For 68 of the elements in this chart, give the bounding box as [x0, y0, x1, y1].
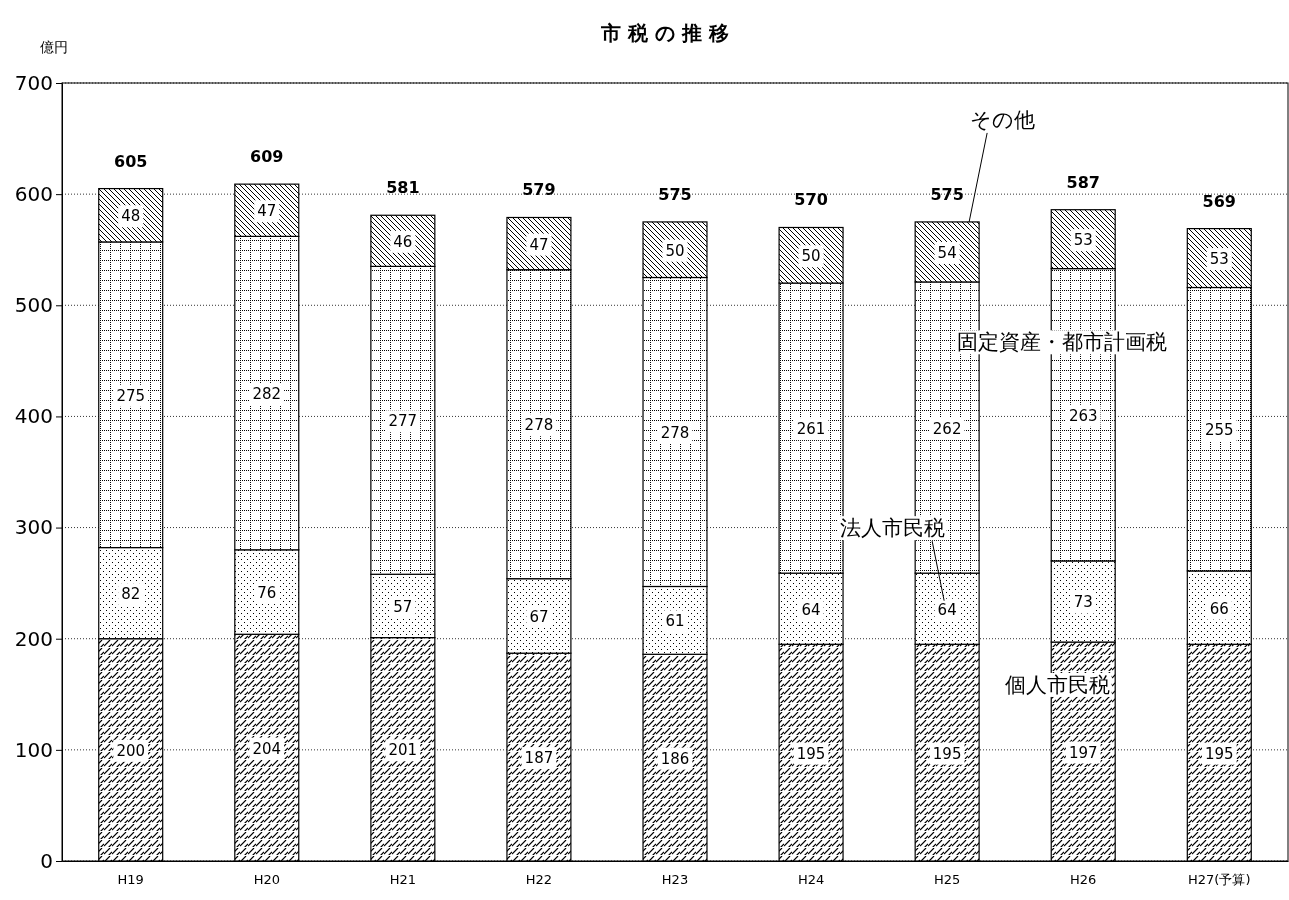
data-label: 76: [257, 584, 277, 603]
total-label: 570: [794, 190, 828, 210]
data-label: 195: [1204, 744, 1234, 763]
data-label: 66: [1209, 599, 1229, 618]
y-tick-label: 300: [14, 515, 53, 540]
x-tick-label: H25: [933, 872, 961, 888]
y-tick-label: 700: [14, 70, 53, 95]
x-tick-label: H23: [661, 872, 689, 888]
x-tick-label: H19: [117, 872, 144, 888]
x-tick-label: H20: [253, 872, 280, 888]
data-label: 278: [660, 423, 690, 442]
data-label: 50: [665, 241, 685, 260]
data-label: 46: [393, 232, 413, 251]
data-label: 53: [1073, 231, 1093, 250]
total-label: 581: [386, 178, 420, 198]
data-label: 73: [1073, 593, 1093, 612]
data-label: 54: [937, 243, 957, 262]
data-label: 50: [801, 247, 821, 266]
data-label: 186: [660, 749, 690, 768]
total-label: 575: [930, 184, 964, 204]
total-label: 587: [1066, 172, 1100, 192]
data-label: 263: [1068, 406, 1098, 425]
data-label: 282: [252, 385, 282, 404]
data-label: 187: [524, 749, 554, 768]
data-label: 53: [1209, 250, 1229, 269]
y-tick-label: 100: [14, 737, 53, 762]
series-label: 個人市民税: [1004, 672, 1110, 697]
data-label: 82: [121, 585, 141, 604]
x-tick-label: H22: [525, 872, 553, 888]
data-label: 201: [388, 741, 418, 760]
y-axis-title: 億円: [40, 39, 68, 55]
x-tick-label: H24: [797, 872, 825, 888]
data-label: 255: [1204, 421, 1234, 440]
series-label: 法人市民税: [839, 516, 945, 541]
data-label: 277: [388, 412, 418, 431]
text: その他: [969, 107, 1035, 132]
data-label: 261: [796, 420, 826, 439]
series-label: 固定資産・都市計画税: [957, 330, 1168, 355]
data-label: 197: [1068, 743, 1098, 762]
y-tick-label: 600: [14, 182, 53, 207]
y-tick-label: 400: [14, 404, 53, 429]
data-label: 64: [801, 600, 821, 619]
x-tick-label: H26: [1070, 872, 1097, 888]
data-label: 48: [121, 207, 141, 226]
data-label: 64: [937, 600, 957, 619]
chart-title: 市 税 の 推 移: [600, 21, 729, 45]
data-label: 204: [252, 739, 282, 758]
x-tick-label: H27(予算): [1188, 872, 1251, 888]
total-label: 569: [1202, 191, 1236, 211]
total-label: 575: [658, 184, 692, 204]
data-label: 47: [257, 202, 277, 221]
data-label: 262: [932, 419, 962, 438]
total-label: 609: [250, 147, 284, 167]
data-label: 61: [665, 612, 685, 631]
y-tick-label: 500: [14, 293, 53, 318]
total-label: 605: [114, 151, 148, 171]
data-label: 275: [116, 386, 146, 405]
data-label: 47: [529, 235, 549, 254]
data-label: 278: [524, 416, 554, 435]
data-label: 200: [116, 741, 146, 760]
data-label: 195: [932, 744, 962, 763]
total-label: 579: [522, 180, 556, 200]
data-label: 67: [529, 607, 549, 626]
data-label: 57: [393, 597, 413, 616]
x-tick-label: H21: [389, 872, 417, 888]
y-tick-label: 200: [14, 626, 53, 651]
data-label: 195: [796, 744, 826, 763]
y-tick-label: 0: [40, 848, 53, 873]
